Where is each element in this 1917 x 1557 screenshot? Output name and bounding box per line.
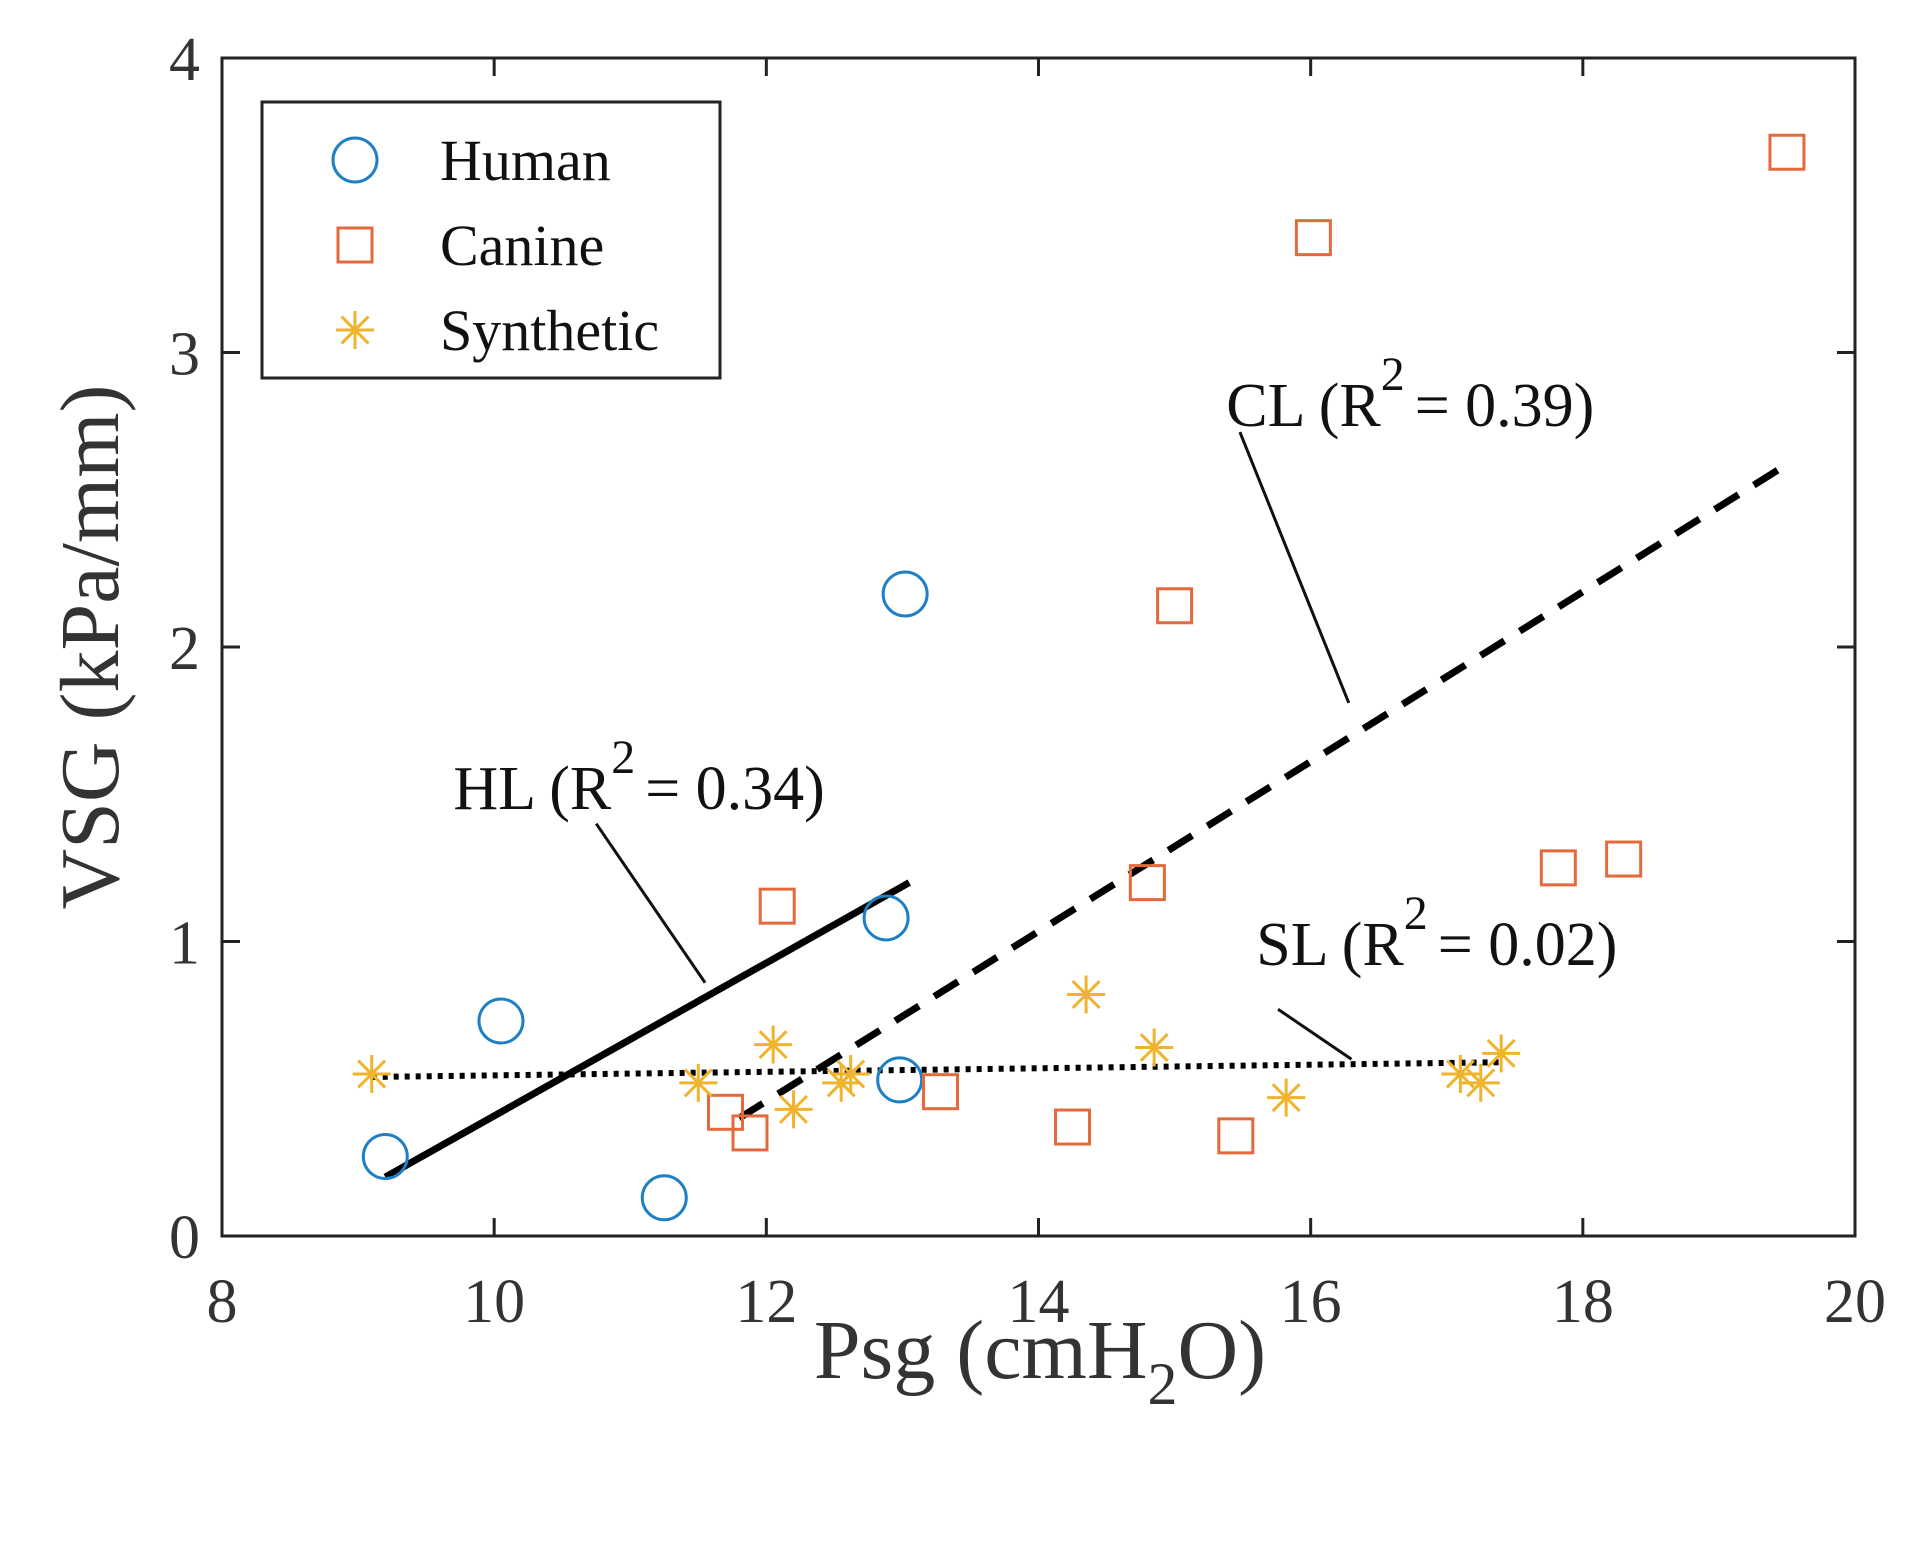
leader-line-sl <box>1277 1007 1353 1061</box>
leader-line-hl <box>594 822 707 984</box>
point-synthetic <box>774 1090 813 1129</box>
point-canine <box>1605 840 1643 878</box>
annotation-hl-sup: 2 <box>611 731 635 784</box>
annotation-cl: CL (R2 = 0.39) <box>1226 348 1594 440</box>
y-tick-label: 4 <box>169 26 200 94</box>
point-human <box>477 997 525 1045</box>
point-canine <box>731 1114 769 1152</box>
y-tick-label: 2 <box>169 615 200 683</box>
point-synthetic <box>1135 1028 1174 1067</box>
annotation-hl-label: HL <box>453 755 549 823</box>
point-canine <box>1054 1108 1092 1146</box>
annotation-cl-value: = 0.39) <box>1415 372 1595 440</box>
point-synthetic <box>352 1055 391 1094</box>
x-axis-title-main: Psg (cmH <box>814 1304 1148 1397</box>
legend: Human Canine Synthetic <box>260 100 722 380</box>
annotation-cl-prefix: (R <box>1319 372 1382 440</box>
x-tick-label: 10 <box>463 1268 525 1336</box>
x-tick-label: 16 <box>1280 1268 1342 1336</box>
point-canine <box>1768 133 1806 171</box>
y-tick-label: 1 <box>169 910 200 978</box>
fit-annotations: HL (R2 = 0.34)CL (R2 = 0.39)SL (R2 = 0.02) <box>453 348 1617 1061</box>
series-canine <box>707 133 1806 1155</box>
series-synthetic <box>352 975 1521 1129</box>
x-tick-label: 18 <box>1552 1268 1614 1336</box>
point-canine <box>1156 587 1194 625</box>
x-tick-label: 14 <box>1008 1268 1070 1336</box>
legend-label-synthetic: Synthetic <box>440 298 659 363</box>
point-human <box>361 1132 409 1180</box>
legend-label-canine: Canine <box>440 213 604 278</box>
annotation-sl-value: = 0.02) <box>1438 911 1618 979</box>
annotation-hl-value: = 0.34) <box>645 755 825 823</box>
fit-line-sl <box>371 1059 1502 1080</box>
fit-line-hl <box>383 879 911 1181</box>
x-tick-label: 12 <box>735 1268 797 1336</box>
point-synthetic <box>679 1063 718 1102</box>
point-canine <box>707 1093 745 1131</box>
annotation-hl-prefix: (R <box>549 755 612 823</box>
annotation-sl: SL (R2 = 0.02) <box>1256 887 1617 979</box>
annotation-cl-sup: 2 <box>1381 348 1405 401</box>
point-synthetic <box>831 1055 870 1094</box>
legend-marker-synthetic <box>336 311 374 349</box>
point-synthetic <box>1067 975 1106 1014</box>
point-human <box>876 1056 924 1104</box>
legend-items <box>331 136 379 349</box>
point-canine <box>758 887 796 925</box>
y-tick-label: 3 <box>169 321 200 389</box>
fit-line-cl <box>737 461 1789 1122</box>
legend-marker-canine <box>336 226 374 264</box>
fit-lines <box>371 461 1789 1181</box>
point-canine <box>1128 864 1166 902</box>
point-canine <box>1217 1117 1255 1155</box>
series-human <box>361 570 929 1222</box>
x-axis-title: Psg (cmH2O) <box>814 1304 1266 1417</box>
y-axis-title: VSG (kPa/mm) <box>44 385 137 910</box>
x-axis-title-subscript: 2 <box>1148 1351 1178 1417</box>
point-human <box>862 894 910 942</box>
point-synthetic <box>1461 1063 1500 1102</box>
y-tick-label: 0 <box>169 1204 200 1272</box>
annotation-sl-label: SL <box>1256 911 1342 979</box>
leader-line-cl <box>1238 431 1351 704</box>
annotation-hl: HL (R2 = 0.34) <box>453 731 824 823</box>
data-points <box>352 133 1806 1222</box>
point-canine <box>922 1073 960 1111</box>
annotation-cl-label: CL <box>1226 372 1318 440</box>
x-tick-label: 20 <box>1824 1268 1886 1336</box>
x-tick-label: 8 <box>207 1268 238 1336</box>
annotation-sl-sup: 2 <box>1404 887 1428 940</box>
point-synthetic <box>1267 1078 1306 1117</box>
point-human <box>881 570 929 618</box>
legend-marker-human <box>331 136 379 184</box>
point-canine <box>1539 849 1577 887</box>
point-synthetic <box>1482 1034 1521 1073</box>
legend-label-human: Human <box>440 128 611 193</box>
point-synthetic <box>754 1025 793 1064</box>
x-axis-title-end: O) <box>1178 1304 1267 1397</box>
point-canine <box>1294 219 1332 257</box>
point-human <box>640 1174 688 1222</box>
annotation-sl-prefix: (R <box>1342 911 1405 979</box>
